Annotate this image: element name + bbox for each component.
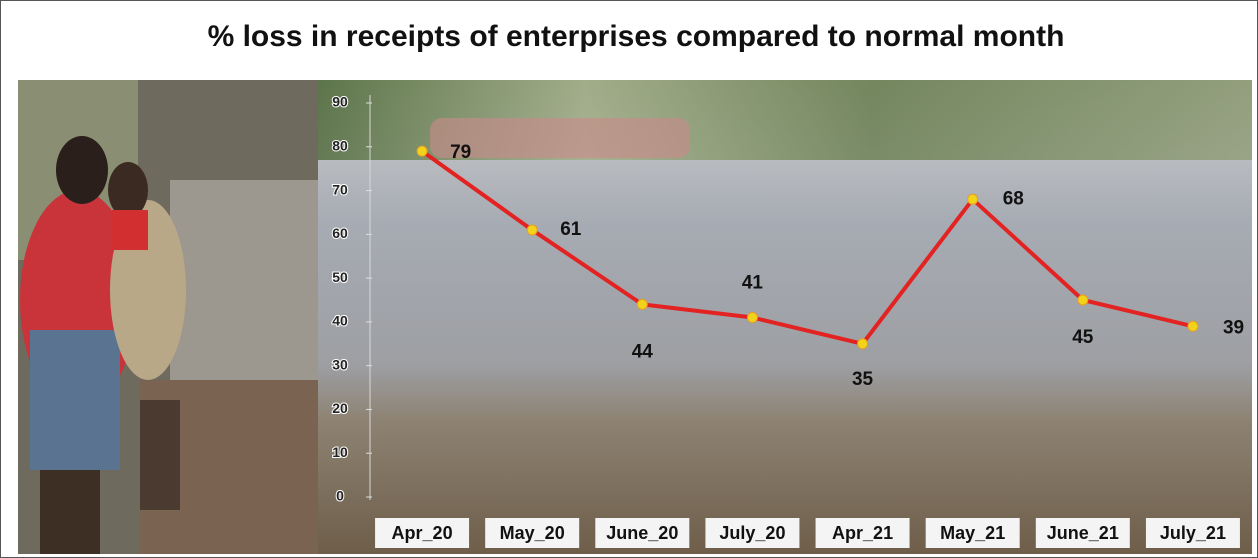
y-tick-label: 80: [332, 137, 348, 153]
marker: [636, 298, 648, 310]
value-label: 35: [852, 369, 874, 390]
marker: [526, 224, 538, 236]
x-label-box: [1145, 518, 1240, 548]
marker: [857, 338, 869, 350]
x-tick-label: July_21: [1160, 523, 1226, 543]
x-tick-label: Apr_20: [392, 523, 453, 543]
y-tick-label: 60: [332, 225, 348, 241]
y-tick-label: 0: [336, 488, 344, 504]
x-tick-label: June_20: [606, 523, 678, 543]
x-label-box: [375, 518, 470, 548]
x-tick-label: May_21: [940, 523, 1005, 543]
x-label-box: [815, 518, 910, 548]
marker: [1077, 294, 1089, 306]
x-tick-label: July_20: [719, 523, 785, 543]
y-tick-label: 40: [332, 313, 348, 329]
marker: [967, 193, 979, 205]
marker: [416, 145, 428, 157]
x-tick-label: May_20: [500, 523, 565, 543]
marker: [746, 312, 758, 324]
x-label-box: [1035, 518, 1130, 548]
value-label: 44: [632, 341, 654, 362]
x-label-box: [485, 518, 580, 548]
y-tick-label: 30: [332, 356, 348, 372]
y-tick-label: 10: [332, 444, 348, 460]
x-label-box: [705, 518, 800, 548]
x-tick-label: Apr_21: [832, 523, 893, 543]
value-label: 45: [1072, 327, 1094, 348]
value-label: 41: [742, 273, 764, 294]
x-tick-label: June_21: [1047, 523, 1119, 543]
x-label-box: [595, 518, 690, 548]
y-tick-label: 20: [332, 400, 348, 416]
value-label: 79: [450, 142, 471, 163]
value-label: 61: [560, 219, 582, 240]
background-photo: [18, 80, 1252, 554]
value-label: 39: [1223, 317, 1244, 338]
series-line: [420, 149, 1194, 346]
x-label-box: [925, 518, 1020, 548]
y-tick-label: 50: [332, 269, 348, 285]
y-tick-label: 90: [332, 94, 348, 110]
marker: [1187, 320, 1199, 332]
y-tick-label: 70: [332, 181, 348, 197]
value-label: 68: [1003, 188, 1024, 209]
chart-title: % loss in receipts of enterprises compar…: [208, 20, 1065, 53]
